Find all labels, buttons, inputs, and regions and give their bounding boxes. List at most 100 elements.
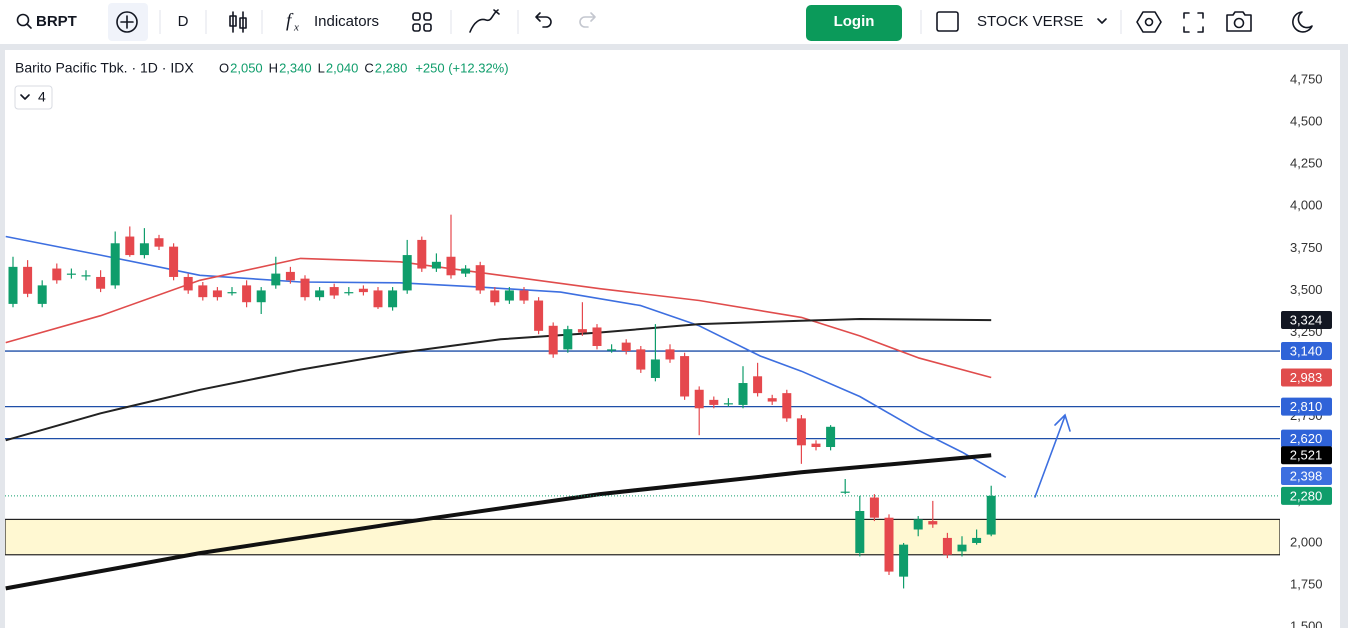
chart-type-button[interactable] [229,11,247,33]
layout-chevron[interactable] [1097,18,1107,24]
price-label-box [1281,397,1332,416]
ohlc-key: O [219,60,229,75]
ohlc-values: O 2,050 H 2,340 L 2,040 C 2,280 +250 (+12.32%) [219,60,509,75]
candle-body [285,271,295,281]
symbol-search[interactable]: BRPT [16,13,77,30]
candle-body [52,268,62,281]
candle-body [694,389,704,409]
price-label: 3,140 [1290,343,1323,358]
templates-button[interactable] [412,12,432,32]
candle-body [680,356,690,397]
drawing-tool-button[interactable] [469,9,500,33]
candle-body [431,261,441,269]
candle-body [796,418,806,446]
candle-body [650,359,660,378]
y-tick-label: 1,500 [1290,619,1323,628]
candle-body [636,349,646,370]
ohlc-value: 2,050 [230,60,263,75]
price-label: 2,983 [1290,370,1323,385]
price-label: 2,521 [1290,448,1323,463]
indicators-label: Indicators [314,13,379,30]
toolbar-separator [0,44,1348,50]
indicators-button[interactable]: f x Indicators [286,10,379,33]
candle-body [139,243,149,256]
candle-body [753,376,763,394]
candle-body [242,285,252,303]
interval[interactable]: D [178,13,189,30]
price-label: 2,620 [1290,431,1323,446]
price-label-box [1281,446,1332,465]
candle-body [344,292,354,294]
candle-body [315,290,325,298]
price-label-box [1281,486,1332,505]
ohlc-key: C [364,60,373,75]
price-label: 2,280 [1290,488,1323,503]
symbol: BRPT [36,13,77,30]
search-icon [16,13,30,27]
fullscreen-button[interactable] [1183,12,1204,33]
candle-body [913,519,923,530]
candle-body [957,544,967,552]
candle-body [665,349,675,360]
ohlc-value: 2,040 [326,60,359,75]
candle-body [8,266,18,304]
y-tick-label: 4,750 [1290,71,1323,86]
candle-body [899,544,909,577]
indicators-toggle[interactable] [14,85,53,110]
candle-icon [229,15,237,27]
login-button[interactable] [806,5,902,41]
price-axis-background [1280,50,1340,628]
y-tick-label: 3,500 [1290,282,1323,297]
price-axis: 1,5001,7502,0002,2502,5002,7503,0003,250… [1280,50,1340,628]
theme-button[interactable] [1292,11,1313,33]
layout-name[interactable]: STOCK VERSE [977,13,1083,30]
redo-button[interactable] [579,12,596,28]
candle-body [826,426,836,448]
candle-body [475,265,485,291]
candle-body [548,325,558,355]
candle-body [329,287,339,296]
layout-checkbox[interactable] [936,11,959,32]
candle-body [96,276,106,289]
candle-body [446,256,456,276]
candle-body [154,238,164,247]
y-tick-label: 4,000 [1290,198,1323,213]
candle-body [884,517,894,572]
candle-body [461,268,471,274]
toolbar: BRPT D f x Indicators Login [16,3,1313,41]
candle-body [227,292,237,294]
price-label: 2,810 [1290,399,1323,414]
grid-icon [423,23,432,32]
candle-body [66,273,76,275]
search-icon [26,23,32,29]
price-label-box [1281,429,1332,448]
candle-body [256,290,266,303]
indicators-count: 4 [38,89,46,105]
candle-body [942,537,952,555]
candle-body [37,285,47,304]
fx-icon: x [293,22,299,34]
candle-body [607,349,617,351]
candle-body [621,342,631,352]
grid-icon [412,23,421,32]
candle-body [183,276,193,291]
settings-button[interactable] [1136,11,1162,33]
candle-body [110,243,120,286]
ohlc-key: H [269,60,278,75]
candle-body [81,275,91,277]
screenshot-button[interactable] [1226,11,1252,32]
add-icon [116,11,138,33]
candle-body [504,290,514,301]
left-border [0,44,5,628]
candle-body [577,329,587,333]
candle-body [840,491,850,493]
candle-body [388,290,398,308]
candle-body [986,495,996,535]
undo-button[interactable] [535,12,552,28]
ohlc-value: 2,280 [375,60,408,75]
add-icon [120,15,134,29]
candle-body [358,288,368,293]
candle-body [855,510,865,554]
legend: Barito Pacific Tbk. · 1D · IDX O 2,050 H 2,… [14,60,509,110]
toggle-chevron [20,94,30,100]
